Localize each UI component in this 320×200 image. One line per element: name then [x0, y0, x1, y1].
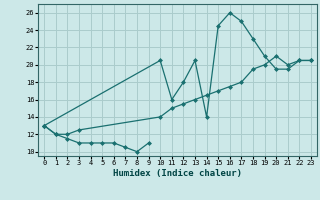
X-axis label: Humidex (Indice chaleur): Humidex (Indice chaleur): [113, 169, 242, 178]
